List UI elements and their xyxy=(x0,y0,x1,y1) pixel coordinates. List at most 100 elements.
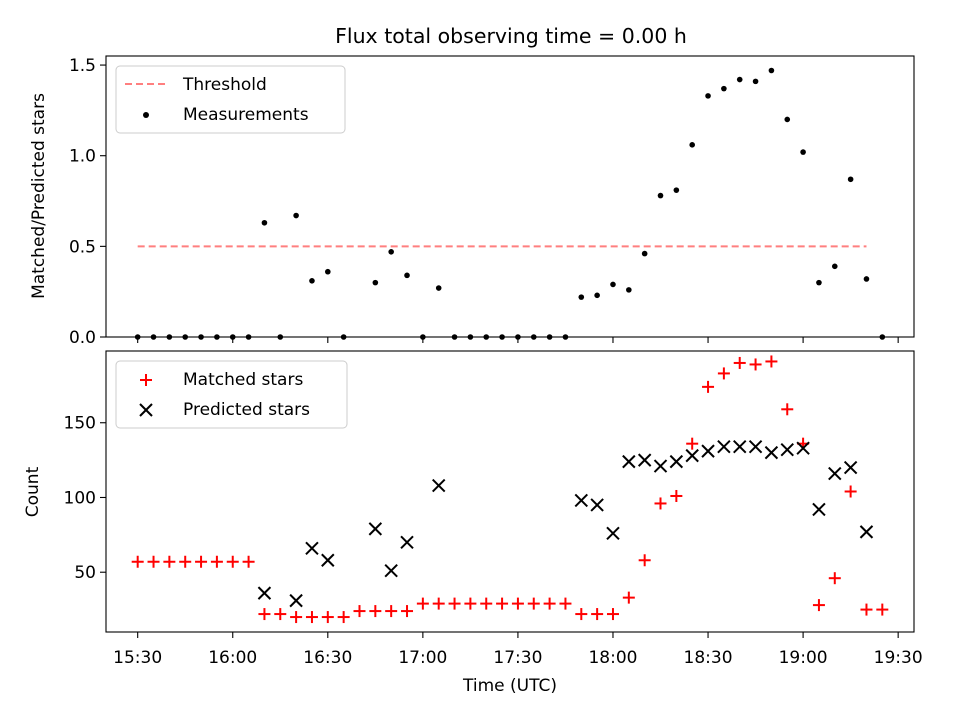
matched-star-point xyxy=(416,597,429,610)
measurement-point xyxy=(435,285,442,291)
predicted-star-point-b xyxy=(368,522,383,536)
x-tick-label: 15:30 xyxy=(113,648,162,668)
predicted-star-point xyxy=(701,444,715,458)
predicted-star-point xyxy=(574,493,589,508)
matched-star-point xyxy=(226,555,239,568)
count-points xyxy=(131,355,889,624)
predicted-star-point-b xyxy=(305,541,319,556)
matched-star-point xyxy=(290,611,303,624)
predicted-star-point-b xyxy=(796,441,810,455)
measurement-point xyxy=(641,250,648,257)
predicted-star-point xyxy=(653,459,668,473)
predicted-star-point-b xyxy=(669,454,684,469)
predicted-star-point-b xyxy=(685,448,699,463)
predicted-star-point-b xyxy=(590,498,604,512)
x-axis-label: Time (UTC) xyxy=(462,676,557,696)
x-tick-label: 19:00 xyxy=(779,648,828,668)
measurement-point xyxy=(420,334,426,340)
predicted-star-point xyxy=(368,522,383,536)
matched-star-point xyxy=(591,608,604,621)
predicted-star-point xyxy=(400,535,414,550)
predicted-star-point-b xyxy=(733,439,747,454)
measurement-point xyxy=(879,334,886,340)
bottom-y-axis-label: Count xyxy=(23,466,43,517)
predicted-star-point-b xyxy=(764,445,779,460)
measurement-point xyxy=(610,281,616,288)
measurement-point xyxy=(150,334,157,340)
matched-star-point xyxy=(733,356,746,369)
predicted-star-point-b xyxy=(653,459,668,473)
measurement-point xyxy=(499,334,505,340)
measurement-point xyxy=(863,276,870,282)
matched-star-point xyxy=(147,555,160,568)
measurement-point xyxy=(562,334,569,340)
x-tick-label: 17:30 xyxy=(493,648,542,668)
measurement-point xyxy=(483,334,490,340)
matched-star-point xyxy=(559,597,572,610)
matched-star-point xyxy=(828,572,841,585)
predicted-star-point-b xyxy=(637,453,652,467)
matched-star-point xyxy=(305,611,318,624)
measurement-point xyxy=(546,334,553,340)
matched-star-point xyxy=(876,603,889,616)
measurement-point xyxy=(705,93,711,99)
matched-star-point xyxy=(812,599,825,612)
predicted-star-point xyxy=(257,586,272,600)
predicted-star-point-b xyxy=(859,525,874,539)
predicted-star-point xyxy=(622,454,636,469)
matched-star-point xyxy=(432,597,445,610)
measurement-point xyxy=(372,279,379,286)
measurement-point xyxy=(261,219,268,226)
matched-star-point xyxy=(622,591,635,604)
predicted-star-point xyxy=(305,541,319,556)
x-tick-label: 16:00 xyxy=(208,648,257,668)
predicted-star-point-b xyxy=(701,444,715,458)
measurement-point xyxy=(245,334,252,340)
x-tick-label: 16:30 xyxy=(303,648,352,668)
measurement-point xyxy=(293,212,299,219)
measurement-point xyxy=(166,334,173,340)
predicted-star-point-b xyxy=(574,493,589,508)
top-y-tick-label: 1.0 xyxy=(69,147,96,167)
measurement-point xyxy=(182,334,189,340)
predicted-star-point-b xyxy=(780,442,794,457)
predicted-star-point-b xyxy=(812,502,826,517)
matched-star-point xyxy=(131,555,144,568)
matched-star-point xyxy=(258,608,271,621)
bottom-y-tick-label: 50 xyxy=(74,563,96,583)
predicted-star-point xyxy=(637,453,652,467)
matched-star-point xyxy=(448,597,461,610)
predicted-star-point-b xyxy=(384,564,398,578)
legend-matched-swatch xyxy=(140,374,152,386)
measurement-point xyxy=(689,142,695,148)
matched-star-point xyxy=(670,489,683,502)
measurement-point xyxy=(325,268,331,275)
matched-star-point xyxy=(860,603,873,616)
predicted-star-point-b xyxy=(717,439,731,454)
predicted-star-point-b xyxy=(828,466,842,481)
top-y-ticks: 0.0 0.5 1.0 1.5 xyxy=(69,56,106,348)
matched-star-point xyxy=(717,367,730,380)
legend-measurements-label: Measurements xyxy=(183,105,309,125)
top-axes: 0.0 0.5 1.0 1.5 Matched/Predicted stars Thr… xyxy=(29,55,915,348)
matched-star-point xyxy=(369,605,382,618)
measurement-point xyxy=(657,192,664,199)
bottom-x-ticks: 15:30 16:00 16:30 17:00 17:30 18:00 18:30 19:00… xyxy=(113,632,923,668)
measurement-point xyxy=(451,334,458,340)
bottom-legend-box xyxy=(115,360,348,429)
matched-star-point xyxy=(543,597,556,610)
predicted-star-point xyxy=(685,448,699,463)
matched-star-point xyxy=(654,497,667,510)
measurement-point xyxy=(784,116,791,123)
measurement-point xyxy=(736,76,743,83)
measurement-point xyxy=(831,263,838,270)
matched-star-point xyxy=(844,485,857,498)
matched-star-point xyxy=(353,605,366,618)
legend-threshold-label: Threshold xyxy=(182,75,267,95)
bottom-plot-frame xyxy=(105,350,915,633)
measurement-point xyxy=(847,176,854,183)
legend-measurements-swatch xyxy=(143,112,149,118)
bottom-legend: Matched stars Predicted stars xyxy=(115,360,348,429)
matched-star-point xyxy=(781,403,794,416)
